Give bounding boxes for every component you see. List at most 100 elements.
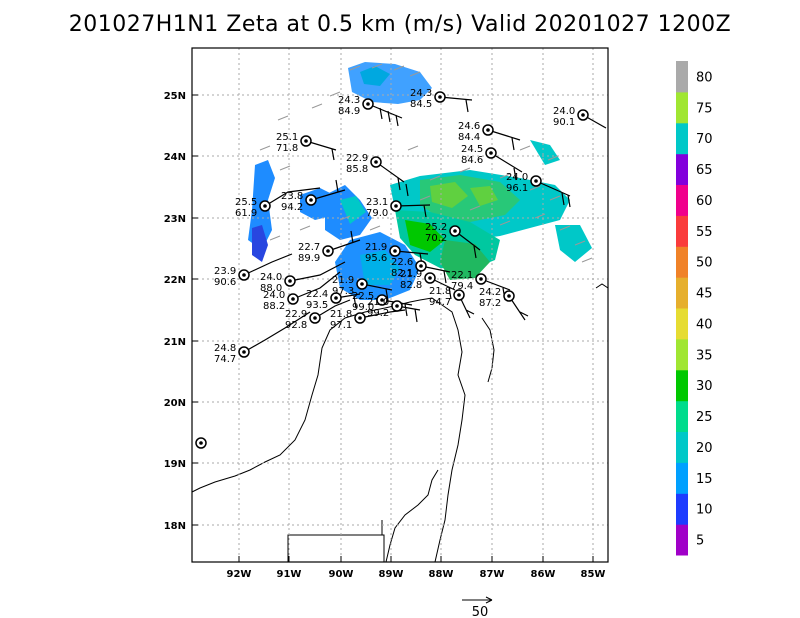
station-15-val: 82.8 xyxy=(400,280,422,291)
station-25-val: 87.2 xyxy=(479,298,501,309)
station-23-lat: 21.0 xyxy=(367,297,389,308)
colorbar-swatch xyxy=(676,369,688,402)
station-2-lat: 24.0 xyxy=(553,106,575,117)
station-9-lat: 23.8 xyxy=(281,191,303,202)
lon-tick: 90W xyxy=(329,569,354,580)
station-27-val: 97.1 xyxy=(330,320,352,331)
station-9-val: 94.2 xyxy=(281,202,303,213)
station-28-lat: 24.8 xyxy=(214,343,236,354)
station-13-lat: 21.9 xyxy=(365,242,387,253)
colorbar-swatch xyxy=(676,338,688,371)
station-12-lat: 22.7 xyxy=(298,242,320,253)
colorbar-label: 25 xyxy=(696,410,713,425)
lat-tick: 23N xyxy=(164,214,186,225)
station-22-lat: 22.5 xyxy=(352,291,374,302)
colorbar-label: 70 xyxy=(696,132,713,147)
station-0-val: 84.9 xyxy=(338,106,360,117)
station-11-lat: 25.2 xyxy=(425,222,447,233)
lon-tick: 85W xyxy=(581,569,606,580)
station-7-val: 96.1 xyxy=(506,183,528,194)
station-6-val: 85.8 xyxy=(346,164,368,175)
graticule xyxy=(192,48,608,562)
station-12-val: 89.9 xyxy=(298,253,320,264)
station-0-lat: 24.3 xyxy=(338,95,360,106)
lat-tick: 25N xyxy=(164,91,186,102)
station-22-val: 99.0 xyxy=(352,302,374,313)
lat-tick: 18N xyxy=(164,521,186,532)
track-station-markers xyxy=(195,91,589,449)
station-3-lat: 24.6 xyxy=(458,121,480,132)
colorbar-swatch xyxy=(676,277,688,309)
station-labels: 24.3 84.9 24.3 84.5 24.0 90.1 24.6 84.4 … xyxy=(214,88,575,365)
station-18-lat: 24.0 xyxy=(260,272,282,283)
station-4-lat: 25.1 xyxy=(276,132,298,143)
lat-tick: 22N xyxy=(164,275,186,286)
station-15-lat: 21.9 xyxy=(400,269,422,280)
station-27-lat: 21.8 xyxy=(330,309,352,320)
station-3-val: 84.4 xyxy=(458,132,480,143)
station-1-val: 84.5 xyxy=(410,99,432,110)
colorbar: 5 10 15 20 25 30 35 40 45 50 55 60 65 70 75 80 xyxy=(676,61,713,556)
colorbar-label: 75 xyxy=(696,101,713,116)
station-26-lat: 22.9 xyxy=(285,309,307,320)
colorbar-swatch xyxy=(676,493,688,525)
colorbar-swatch xyxy=(676,215,688,247)
colorbar-label: 35 xyxy=(696,348,713,363)
colorbar-label: 65 xyxy=(696,163,713,178)
station-1-lat: 24.3 xyxy=(410,88,432,99)
station-11-val: 70.2 xyxy=(425,233,447,244)
station-24-val: 94.7 xyxy=(429,297,451,308)
station-23-val: 99.2 xyxy=(367,308,389,319)
station-26-val: 92.8 xyxy=(285,320,307,331)
station-6-lat: 22.9 xyxy=(346,153,368,164)
axis-ticks xyxy=(192,94,594,562)
map-title: 201027H1N1 Zeta at 0.5 km (m/s) Valid 20… xyxy=(68,12,732,37)
station-18-val: 88.0 xyxy=(260,283,282,294)
colorbar-label: 55 xyxy=(696,225,713,240)
colorbar-swatch xyxy=(676,61,688,93)
station-24-lat: 21.8 xyxy=(429,286,451,297)
colorbar-swatch xyxy=(676,122,688,155)
lat-tick: 21N xyxy=(164,337,186,348)
lon-tick: 89W xyxy=(379,569,404,580)
lon-tick: 92W xyxy=(227,569,252,580)
reference-vector-label: 50 xyxy=(472,605,489,618)
colorbar-label: 5 xyxy=(696,534,704,549)
lat-tick: 24N xyxy=(164,152,186,163)
colorbar-label: 15 xyxy=(696,472,713,487)
station-28-val: 74.7 xyxy=(214,354,236,365)
station-20-lat: 22.4 xyxy=(306,289,328,300)
station-19-val: 88.2 xyxy=(263,301,285,312)
colorbar-swatch xyxy=(676,153,688,185)
longitude-labels: 92W 91W 90W 89W 88W 87W 86W 85W xyxy=(227,569,606,580)
station-10-lat: 23.1 xyxy=(366,197,388,208)
station-21-val: 97.3 xyxy=(332,286,354,297)
colorbar-label: 30 xyxy=(696,379,713,394)
colorbar-swatch xyxy=(676,524,688,556)
wind-shading xyxy=(248,62,592,300)
station-8-lat: 25.5 xyxy=(235,197,257,208)
station-8-val: 61.9 xyxy=(235,208,257,219)
colorbar-label: 20 xyxy=(696,441,713,456)
station-14-val: 82.1 xyxy=(391,268,413,279)
station-5-val: 84.6 xyxy=(461,155,483,166)
lon-tick: 86W xyxy=(531,569,556,580)
colorbar-swatch xyxy=(676,462,688,494)
station-19-lat: 24.0 xyxy=(263,290,285,301)
station-7-lat: 24.0 xyxy=(506,172,528,183)
reference-vector: 50 xyxy=(462,596,493,618)
lon-tick: 88W xyxy=(429,569,454,580)
lat-tick: 19N xyxy=(164,459,186,470)
colorbar-label: 60 xyxy=(696,194,713,209)
wind-vectors xyxy=(259,63,593,263)
colorbar-swatch xyxy=(676,91,688,124)
station-21-lat: 21.9 xyxy=(332,275,354,286)
colorbar-swatch xyxy=(676,308,688,340)
lon-tick: 91W xyxy=(277,569,302,580)
colorbar-swatch xyxy=(676,400,688,432)
station-20-val: 93.5 xyxy=(306,300,328,311)
lat-tick: 20N xyxy=(164,398,186,409)
map-frame xyxy=(191,47,609,563)
station-13-val: 95.6 xyxy=(365,253,387,264)
